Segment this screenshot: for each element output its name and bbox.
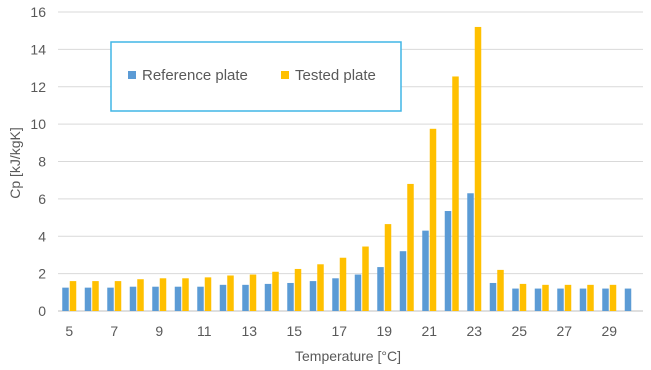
bar-tested-plate [452,76,459,311]
bar-reference-plate [129,286,137,311]
y-tick-label: 12 [30,79,46,95]
bar-reference-plate [264,283,272,311]
bar-reference-plate [512,288,519,311]
bar-tested-plate [69,281,77,311]
x-tick-label: 27 [556,323,572,339]
bar-tested-plate [407,183,414,311]
legend-box [110,41,402,112]
x-tick-label: 29 [601,323,617,339]
bar-tested-plate [317,264,324,311]
bar-tested-plate [272,271,279,311]
bar-tested-plate [294,268,302,311]
bar-tested-plate [182,278,189,311]
y-tick-label: 4 [38,228,46,244]
bar-tested-plate [204,277,212,311]
bar-tested-plate [474,26,482,311]
bar-tested-plate [159,278,167,311]
bar-tested-plate [114,281,122,311]
legend-swatch-reference [128,71,136,79]
bar-tested-plate [227,275,234,311]
y-tick-label: 14 [30,41,46,57]
bar-tested-plate [587,284,594,311]
bar-tested-plate [429,128,437,311]
x-tick-label: 19 [376,323,392,339]
bar-reference-plate [602,288,609,311]
bar-tested-plate [497,269,504,311]
y-tick-label: 10 [30,116,46,132]
bar-reference-plate [534,288,542,311]
bar-reference-plate [557,288,564,311]
x-tick-label: 17 [331,323,347,339]
x-tick-label: 21 [421,323,437,339]
x-tick-label: 7 [110,323,118,339]
bar-reference-plate [579,288,587,311]
x-tick-label: 5 [65,323,73,339]
bar-reference-plate [242,284,249,311]
bar-reference-plate [354,274,362,311]
legend-swatch-tested [281,71,289,79]
bar-tested-plate [564,284,572,311]
bar-tested-plate [609,284,617,311]
bar-tested-plate [519,283,527,311]
y-tick-label: 16 [30,4,46,20]
bars [62,26,632,311]
bar-reference-plate [624,288,632,311]
y-axis-label: Cp [kJ/kgK] [7,127,23,199]
y-tick-label: 8 [38,154,46,170]
bar-reference-plate [489,282,497,311]
bar-tested-plate [362,246,369,311]
bar-reference-plate [309,281,317,311]
x-tick-label: 15 [286,323,302,339]
y-tick-labels: 0 2 4 6 8 10 12 14 16 [30,4,46,319]
bar-reference-plate [197,286,204,311]
bar-reference-plate [287,282,294,311]
bar-tested-plate [542,284,549,311]
legend-label-tested: Tested plate [295,67,376,84]
x-tick-label: 9 [155,323,163,339]
bar-reference-plate [62,287,69,311]
bar-tested-plate [249,274,257,311]
x-tick-label: 11 [197,323,212,339]
bar-reference-plate [399,251,407,311]
x-tick-label: 23 [466,323,482,339]
bar-reference-plate [422,230,429,311]
bar-tested-plate [384,224,392,311]
bar-reference-plate [467,193,474,311]
bar-reference-plate [107,287,114,311]
y-tick-label: 6 [38,191,46,207]
bar-tested-plate [92,281,99,311]
bar-tested-plate [339,257,347,311]
x-tick-labels: 5 7 9 11 13 15 17 19 21 23 25 27 29 [65,323,617,339]
y-tick-label: 0 [38,303,46,319]
x-tick-label: 25 [511,323,527,339]
bar-tested-plate [137,279,144,311]
bar-reference-plate [84,287,92,311]
legend: Reference plate Tested plate [110,41,402,112]
bar-reference-plate [444,211,452,311]
x-tick-label: 13 [241,323,257,339]
bar-reference-plate [219,284,227,311]
bar-reference-plate [152,286,159,311]
bar-reference-plate [377,267,384,311]
bar-reference-plate [332,278,339,311]
y-tick-label: 2 [38,266,46,282]
bar-reference-plate [174,286,182,311]
legend-label-reference: Reference plate [142,67,248,84]
x-axis-label: Temperature [°C] [295,348,401,364]
